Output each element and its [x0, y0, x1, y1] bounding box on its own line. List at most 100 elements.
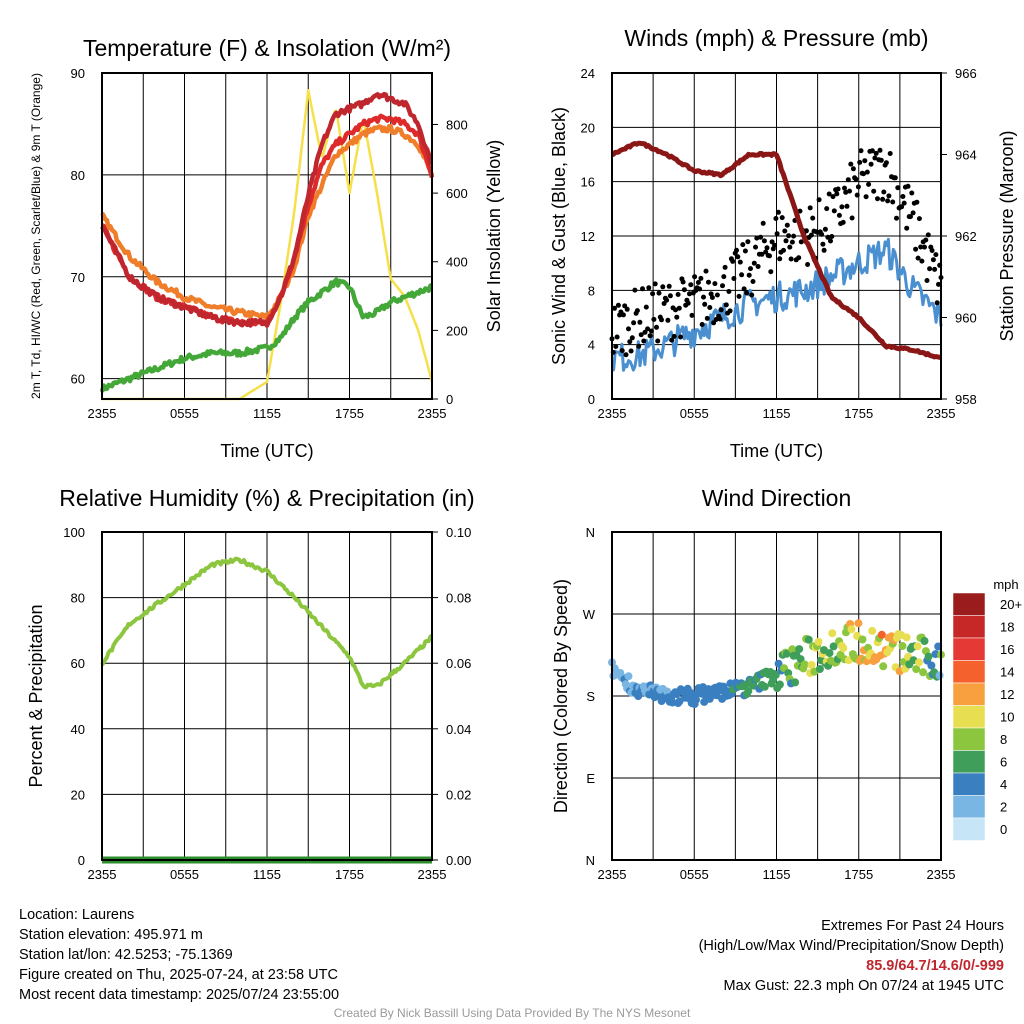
speed-legend: mph 20+ 18 16 14 12 10 8 6 4 2 0	[952, 577, 1022, 841]
gust-point	[927, 266, 933, 272]
gust-point	[730, 258, 736, 264]
gust-point	[643, 304, 649, 310]
direction-point	[919, 668, 928, 677]
gust-point	[769, 239, 775, 245]
gust-point	[688, 282, 694, 288]
gust-point	[737, 259, 743, 265]
gust-point	[632, 287, 638, 293]
legend-swatch	[952, 637, 986, 661]
gust-point	[934, 300, 940, 306]
gust-point	[873, 150, 879, 156]
gust-point	[642, 329, 648, 335]
gust-point	[731, 276, 737, 281]
y-tick-label: 16	[581, 175, 595, 190]
gust-point	[636, 343, 642, 349]
x-tick-label: 2355	[88, 406, 117, 421]
gust-point	[887, 151, 893, 156]
gust-point	[749, 292, 755, 298]
gust-point	[779, 215, 785, 221]
gust-point	[651, 316, 657, 322]
legend-swatch	[952, 817, 986, 841]
y-tick-label: 100	[63, 525, 85, 540]
gust-point	[805, 262, 811, 267]
gust-point	[881, 189, 887, 195]
gust-point	[798, 239, 804, 245]
gust-point	[775, 209, 781, 215]
x-tick-label: 2355	[598, 867, 627, 882]
x-tick-label: 2355	[418, 867, 447, 882]
gust-point	[933, 252, 939, 258]
gust-point	[834, 191, 840, 197]
gust-point	[863, 194, 869, 200]
gust-point	[840, 219, 846, 225]
y2-tick-label: 966	[955, 66, 977, 81]
gust-point	[875, 196, 880, 202]
y2-tick-label: 800	[446, 117, 468, 132]
gust-point	[701, 294, 706, 300]
direction-point	[775, 680, 784, 689]
direction-point	[935, 671, 944, 680]
y2-tick-label: 0.00	[446, 853, 471, 868]
gust-point	[807, 205, 813, 211]
gust-point	[810, 215, 816, 221]
x-tick-label: 0555	[680, 406, 709, 421]
gust-point	[828, 238, 833, 244]
direction-point	[847, 625, 856, 634]
y2-tick-label: 0.10	[446, 525, 471, 540]
plot-border	[611, 531, 942, 861]
gust-point	[916, 216, 922, 222]
gust-point	[910, 210, 916, 216]
y-tick-label: 12	[581, 229, 595, 244]
gust-point	[871, 188, 877, 194]
gust-point	[831, 208, 837, 214]
gust-point	[740, 242, 746, 248]
plot-border	[101, 72, 433, 400]
y2-tick-label: 0.08	[446, 591, 471, 606]
gust-point	[880, 196, 886, 202]
gust-point	[914, 199, 920, 205]
gust-point	[913, 246, 919, 252]
gust-point	[623, 352, 629, 358]
direction-point	[795, 645, 804, 654]
panel-1: Temperature (F) & Insolation (W/m²)2355 0…	[29, 35, 504, 461]
direction-point	[686, 688, 695, 697]
gust-point	[707, 305, 713, 310]
gust-point	[727, 308, 733, 314]
gust-point	[824, 206, 830, 212]
gust-point	[822, 226, 828, 232]
gust-point	[862, 158, 868, 164]
y-tick-label: E	[586, 771, 595, 786]
y2-tick-label: 960	[955, 311, 977, 326]
gust-point	[746, 272, 752, 278]
humidity-line	[100, 556, 434, 690]
gust-point	[866, 181, 872, 187]
gust-point	[820, 241, 826, 247]
legend-swatch	[952, 727, 986, 751]
gust-point	[641, 338, 647, 344]
gust-point	[687, 291, 692, 297]
x-tick-label: 1755	[335, 867, 364, 882]
gust-point	[932, 266, 938, 272]
extremes-subtitle: (High/Low/Max Wind/Precipitation/Snow De…	[698, 938, 1004, 954]
gust-point	[697, 286, 703, 292]
gust-point	[760, 220, 766, 226]
gust-point	[864, 169, 870, 175]
gust-point	[652, 281, 658, 287]
gust-point	[655, 338, 661, 344]
gust-point	[720, 283, 725, 289]
direction-point	[771, 670, 780, 679]
gust-point	[774, 231, 780, 237]
legend-swatch	[952, 682, 986, 706]
gust-point	[640, 286, 645, 292]
x-tick-label: 1155	[253, 406, 281, 421]
x-tick-label: 2355	[598, 406, 627, 421]
gust-point	[773, 216, 779, 221]
gust-point	[895, 185, 901, 191]
plot-border	[101, 531, 433, 861]
direction-point	[912, 665, 921, 674]
dewpoint-line	[99, 277, 434, 393]
y-tick-label: 20	[71, 787, 85, 802]
gust-point	[830, 194, 836, 200]
gust-point	[634, 308, 640, 314]
